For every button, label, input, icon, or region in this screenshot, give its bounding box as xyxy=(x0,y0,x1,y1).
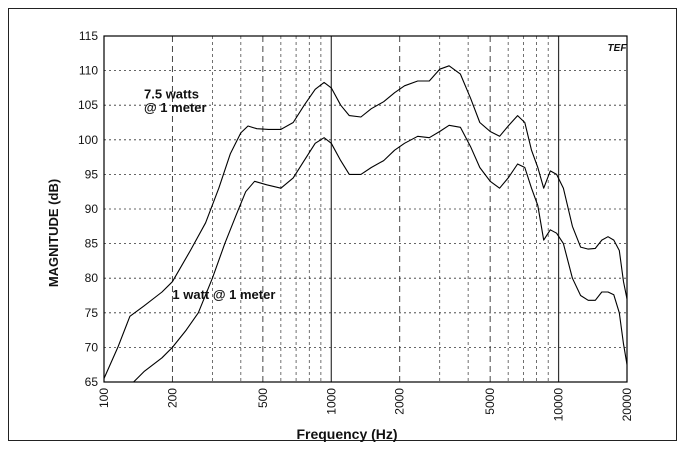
y-tick-label: 85 xyxy=(85,237,99,251)
plot-area-border xyxy=(103,35,628,383)
y-tick-label: 100 xyxy=(78,133,98,147)
y-tick-label: 70 xyxy=(85,340,99,354)
x-tick-label: 2000 xyxy=(393,388,407,415)
x-axis-label: Frequency (Hz) xyxy=(296,426,397,442)
annotation-label: @ 1 meter xyxy=(144,100,207,115)
x-tick-label: 10000 xyxy=(552,388,566,422)
x-tick-label: 500 xyxy=(256,388,270,408)
y-tick-label: 65 xyxy=(85,375,99,389)
x-tick-label: 200 xyxy=(165,388,179,408)
grid-lines xyxy=(104,35,627,383)
annotation-label: 7.5 watts xyxy=(144,86,199,101)
y-tick-label: 115 xyxy=(79,29,98,43)
annotation-label: 1 watt @ 1 meter xyxy=(172,287,275,302)
tef-logo: TEF xyxy=(608,43,628,54)
y-tick-label: 95 xyxy=(85,167,99,181)
series-line-1 xyxy=(103,65,628,379)
y-tick-label: 75 xyxy=(85,306,99,320)
x-tick-label: 20000 xyxy=(620,388,634,422)
x-tick-labels: 100 200 500 1000 2000 5000 10000 20000 xyxy=(97,388,634,422)
series-layer xyxy=(103,65,628,383)
x-tick-label: 1000 xyxy=(324,388,338,415)
y-tick-label: 105 xyxy=(78,98,98,112)
y-tick-label: 110 xyxy=(79,64,98,78)
y-tick-labels: 65 70 75 80 85 90 95 100 105 110 115 xyxy=(78,29,98,389)
chart-frame xyxy=(8,8,677,441)
y-tick-label: 80 xyxy=(85,271,99,285)
x-tick-label: 100 xyxy=(97,388,111,408)
y-tick-label: 90 xyxy=(85,202,99,216)
x-tick-label: 5000 xyxy=(483,388,497,415)
series-line-2 xyxy=(133,124,628,383)
annotations: 7.5 watts@ 1 meter 1 watt @ 1 meter xyxy=(144,86,275,302)
y-axis-label: MAGNITUDE (dB) xyxy=(46,179,61,287)
